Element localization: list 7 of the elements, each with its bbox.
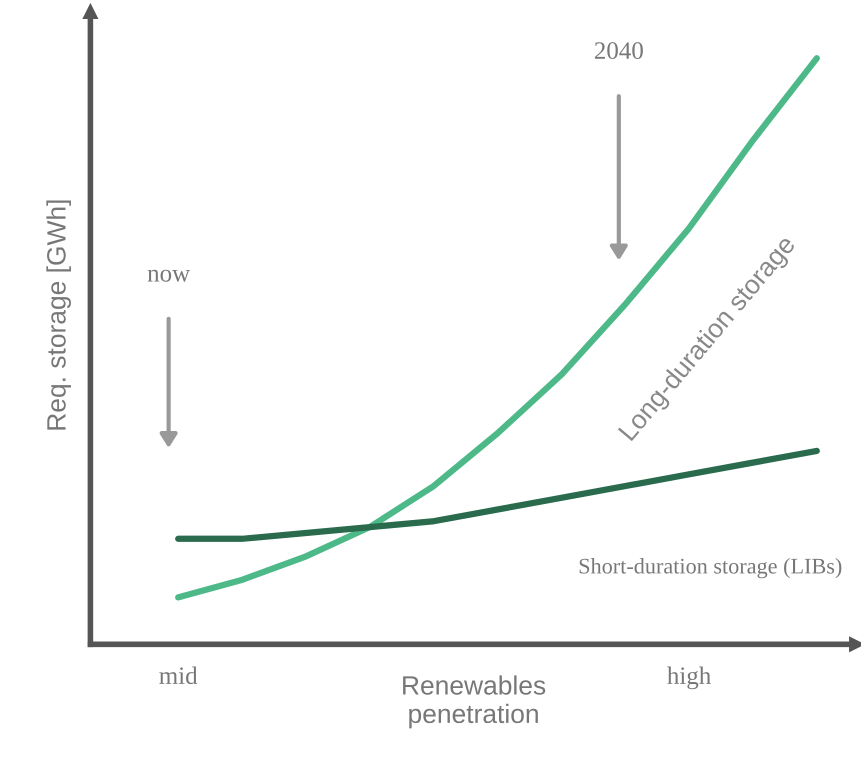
annotation: 2040 bbox=[594, 42, 643, 60]
annotation: now bbox=[148, 270, 190, 282]
y-axis-title: Req. storage [GWh] bbox=[46, 200, 71, 430]
text: Short-duration storage (LIBs) bbox=[580, 558, 842, 578]
x-tick-label: mid bbox=[159, 666, 198, 684]
x-axis-title: Renewables penetration bbox=[403, 675, 546, 728]
x-tick-label: high bbox=[667, 666, 711, 690]
